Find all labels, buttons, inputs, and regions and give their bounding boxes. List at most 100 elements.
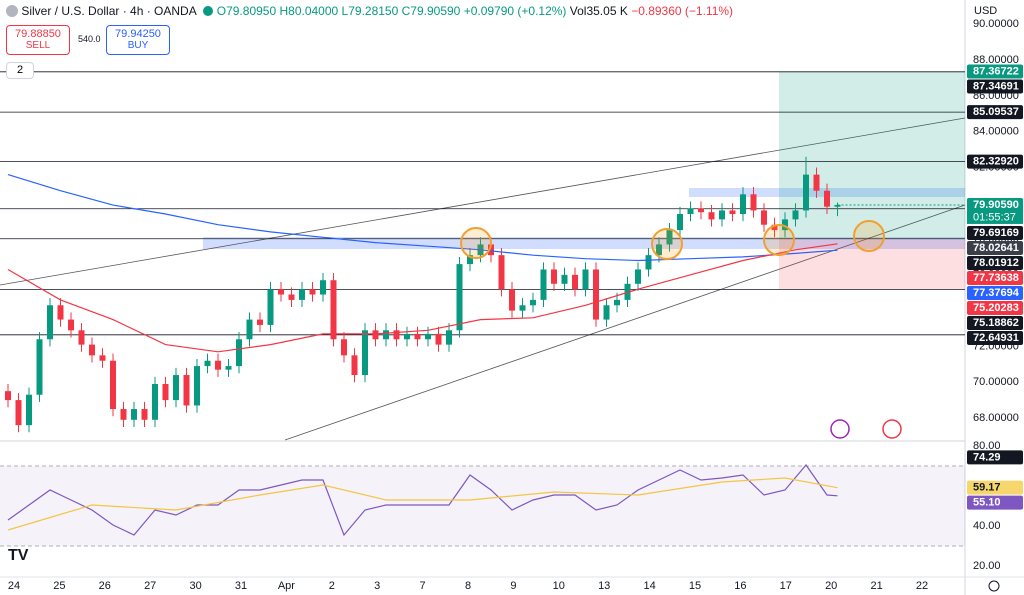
candle-body <box>57 305 64 320</box>
x-tick-label: 13 <box>598 580 610 592</box>
candle-body <box>330 280 337 340</box>
candle-body <box>435 333 442 345</box>
volume: Vol35.05 K <box>569 4 628 18</box>
price-label: 77.37694 <box>973 287 1020 299</box>
candle-body <box>456 264 463 331</box>
rsi-band <box>0 466 965 546</box>
candle-body <box>299 289 305 300</box>
y-tick-label: 40.00 <box>973 520 1001 532</box>
price-label-box <box>967 495 1023 510</box>
price-label-box <box>967 79 1023 94</box>
indicator-line <box>7 243 838 353</box>
currency[interactable]: USD <box>974 5 998 17</box>
x-tick-label: 3 <box>374 580 380 592</box>
price-label: 79.69169 <box>973 227 1019 239</box>
candle-body <box>173 375 179 401</box>
price-label: 79.90590 <box>973 199 1019 211</box>
candle-body <box>603 305 610 320</box>
price-label: 82.32920 <box>973 155 1019 167</box>
countdown: 01:55:37 <box>973 211 1016 223</box>
x-tick-label: 24 <box>8 580 20 592</box>
price-label-box <box>967 240 1023 255</box>
sell-label: SELL <box>25 40 51 51</box>
x-tick-label: Apr <box>278 580 295 592</box>
candle-body <box>362 330 368 376</box>
event-icon[interactable] <box>882 419 902 439</box>
countdown-box <box>967 210 1023 224</box>
candle-body <box>225 366 232 370</box>
x-tick-label: 7 <box>420 580 426 592</box>
candle-body <box>236 339 242 367</box>
candle-body <box>383 330 389 340</box>
candle-body <box>834 204 841 207</box>
zone <box>203 237 965 249</box>
candle-body <box>5 391 11 401</box>
symbol-icon <box>6 5 18 17</box>
trendline <box>0 117 966 286</box>
candle-body <box>204 360 211 367</box>
price-label-box <box>967 480 1023 495</box>
price-label: 85.09537 <box>973 106 1019 118</box>
candle-body <box>761 210 767 225</box>
price-label-box <box>967 270 1023 285</box>
x-tick-label: 30 <box>189 580 201 592</box>
candle-body <box>162 383 169 401</box>
candle-body <box>78 330 85 345</box>
price-label-box <box>967 300 1023 315</box>
indicator-line <box>7 477 838 531</box>
candle-body <box>750 194 757 211</box>
trendline <box>284 204 966 441</box>
candle-body <box>288 294 295 300</box>
candle-body <box>666 230 673 245</box>
price-label: 75.20283 <box>973 302 1019 314</box>
candle-body <box>530 299 536 306</box>
candle-body <box>519 305 526 311</box>
candle-body <box>687 208 694 215</box>
price-label-box <box>967 105 1023 120</box>
legend-row: Silver / U.S. Dollar · 4h · OANDA O79.80… <box>6 4 733 18</box>
candle-body <box>120 409 127 420</box>
x-tick-label: 25 <box>53 580 65 592</box>
x-tick-label: 15 <box>689 580 701 592</box>
highlight-circle <box>460 227 492 259</box>
price-label: 55.10 <box>973 497 1001 509</box>
candle-body <box>467 255 473 265</box>
candle-body <box>551 269 557 284</box>
sell-button[interactable]: 79.88850 SELL <box>6 25 70 55</box>
candle-body <box>540 269 547 300</box>
x-tick-label: 31 <box>235 580 247 592</box>
x-tick-label: 16 <box>734 580 746 592</box>
y-tick-label: 68.00000 <box>973 412 1019 424</box>
price-label-box <box>967 255 1023 270</box>
settings-icon[interactable] <box>988 580 1000 592</box>
candle-body <box>257 319 263 325</box>
price-label-box <box>967 225 1023 240</box>
x-tick-label: 14 <box>643 580 655 592</box>
symbol[interactable]: Silver / U.S. Dollar · 4h · OANDA <box>21 4 197 18</box>
candle-body <box>446 330 452 345</box>
candle-body <box>782 219 788 231</box>
candle-body <box>393 330 400 340</box>
position-profit <box>779 71 965 239</box>
candle-body <box>404 333 410 340</box>
candle-body <box>131 409 137 420</box>
candle-body <box>425 333 431 340</box>
candle-body <box>15 400 22 426</box>
sell-price: 79.88850 <box>15 28 61 40</box>
candle-body <box>215 360 221 370</box>
ohlc-high: H80.04000 <box>279 4 339 18</box>
marks <box>0 71 965 547</box>
indicator-line <box>7 174 838 262</box>
y-tick-label: 88.00000 <box>973 54 1019 66</box>
candle-body <box>183 375 190 406</box>
x-tick-label: 20 <box>825 580 837 592</box>
highlight-circle <box>763 224 795 256</box>
x-tick-label: 17 <box>780 580 792 592</box>
candle-body <box>267 289 274 325</box>
x-tick-label: 8 <box>465 580 471 592</box>
price-label: 77.73638 <box>973 272 1019 284</box>
event-icon[interactable] <box>830 419 850 439</box>
indicator-toggle[interactable]: 2 <box>6 62 34 79</box>
candle-body <box>635 269 641 284</box>
buy-button[interactable]: 79.94250 BUY <box>106 25 170 55</box>
